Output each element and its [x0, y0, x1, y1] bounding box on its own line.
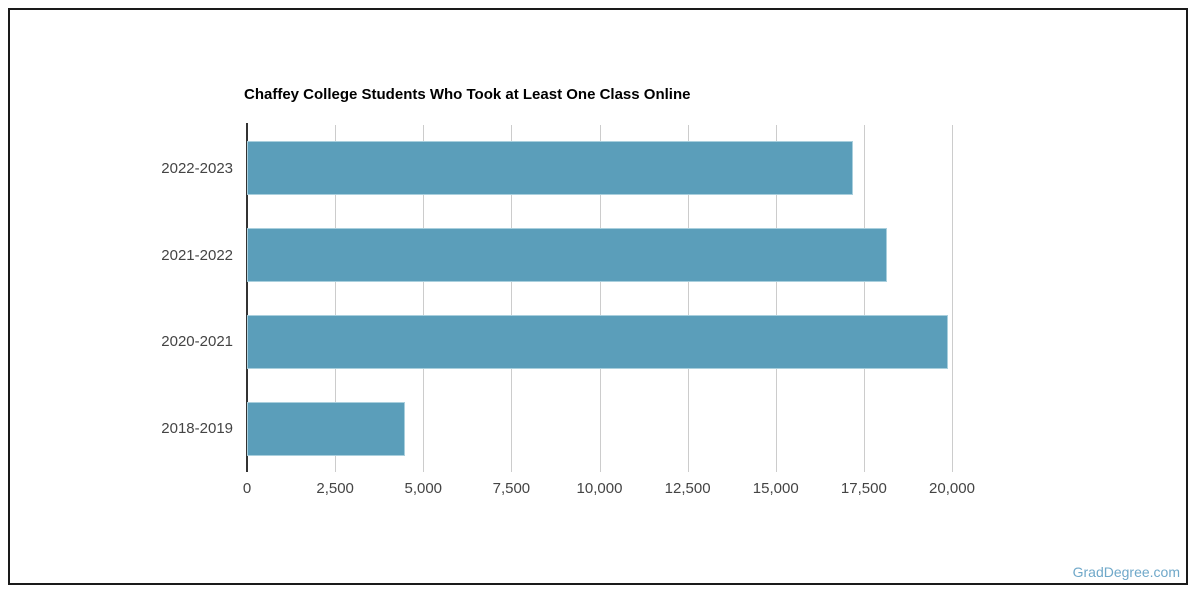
chart-frame: Chaffey College Students Who Took at Lea… — [8, 8, 1188, 585]
y-axis-category-label: 2020-2021 — [161, 333, 233, 351]
y-axis-line — [246, 123, 248, 472]
y-axis-category-label: 2021-2022 — [161, 246, 233, 264]
x-axis-tick-label: 15,000 — [752, 480, 799, 497]
y-axis-category-label: 2022-2023 — [161, 159, 233, 177]
bar-row: 2021-2022 — [161, 212, 952, 299]
x-axis-tick-label: 7,500 — [492, 480, 531, 497]
bar-row: 2022-2023 — [161, 125, 952, 212]
x-axis-tick-label: 10,000 — [576, 480, 623, 497]
gridline — [775, 125, 777, 472]
bar-2022-2023 — [247, 141, 854, 196]
x-axis-tick-label: 0 — [242, 480, 252, 497]
gridline — [423, 125, 425, 472]
bar-2020-2021 — [247, 314, 949, 369]
watermark-link[interactable]: GradDegree.com — [1072, 564, 1180, 580]
gridline — [952, 125, 953, 472]
gridline — [511, 125, 513, 472]
plot-area: 2022-2023 2021-2022 2020-2021 2018-2019 0 2,… — [161, 123, 975, 497]
x-axis-tick-label: 12,500 — [664, 480, 711, 497]
gridline — [599, 125, 601, 472]
gridline — [335, 125, 337, 472]
y-axis-category-label: 2018-2019 — [161, 420, 233, 438]
bar-row: 2018-2019 — [161, 385, 952, 472]
bar-2018-2019 — [247, 401, 405, 456]
chart-title: Chaffey College Students Who Took at Lea… — [244, 86, 691, 103]
bar-2021-2022 — [247, 228, 887, 283]
x-axis-tick-label: 20,000 — [929, 480, 975, 497]
gridline — [687, 125, 689, 472]
x-axis-tick-label: 17,500 — [840, 480, 887, 497]
x-axis-tick-label: 5,000 — [404, 480, 443, 497]
bar-row: 2020-2021 — [161, 299, 952, 386]
gridline — [863, 125, 865, 472]
x-axis-tick-label: 2,500 — [316, 480, 354, 497]
